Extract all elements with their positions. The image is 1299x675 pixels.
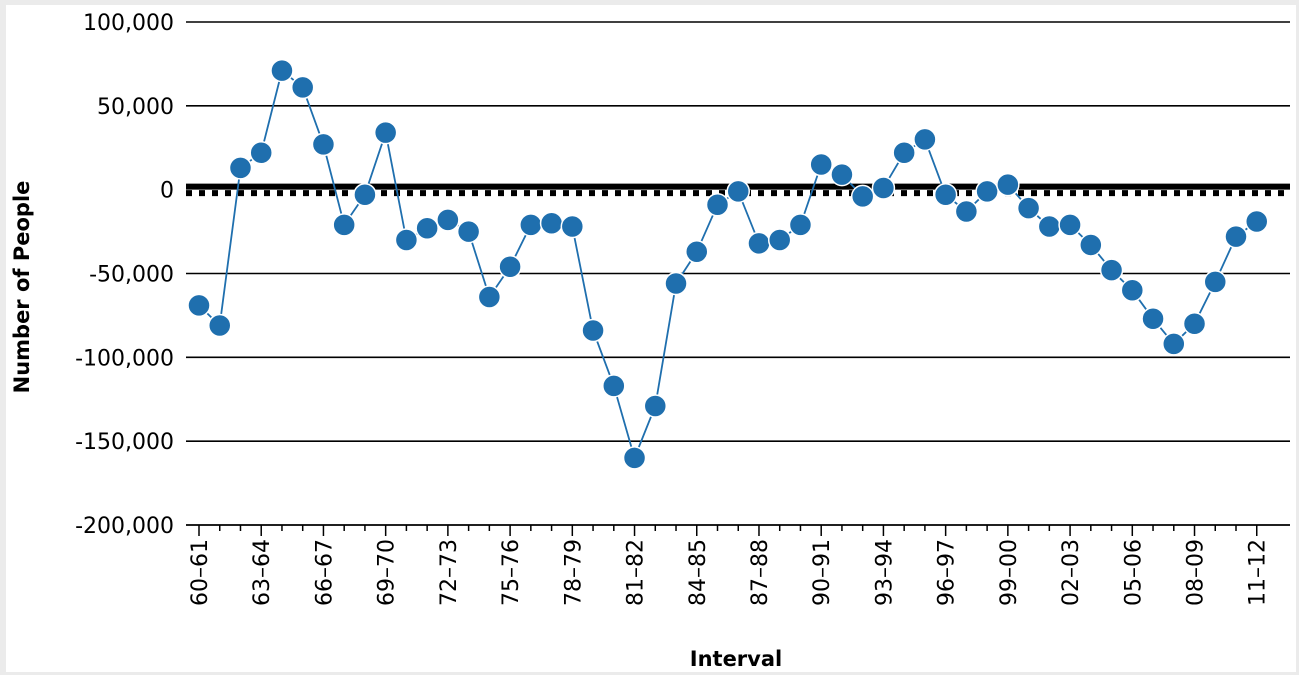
y-tick-label: 50,000 [97,95,174,120]
data-point [747,231,771,256]
data-point [705,193,730,217]
x-tick-label: 63–64 [250,539,275,606]
line-chart: 100,000 50,000 0 -50,000 -100,000 -150,000 -20… [10,11,1290,671]
y-tick-label: 100,000 [83,11,174,36]
data-point [560,214,585,239]
y-axis-ticks: 100,000 50,000 0 -50,000 -100,000 -150,000 -20… [75,11,174,539]
x-tick-label: 81–82 [624,539,649,606]
data-point [975,179,999,204]
data-point [477,285,502,309]
data-point [1162,332,1186,356]
data-point [685,239,709,264]
data-point [1058,213,1082,237]
y-tick-label: -100,000 [75,346,174,371]
data-point [643,394,668,418]
x-axis: 60–61 63–64 66–67 69–70 72–73 75–76 78–79 81–82… [186,524,1290,606]
x-tick-label: 69–70 [375,539,400,606]
data-point [726,179,750,204]
data-point [933,182,958,207]
data-point [767,228,792,252]
chart-container: 100,000 50,000 0 -50,000 -100,000 -150,000 -20… [6,5,1296,672]
data-point [1244,209,1269,234]
x-tick-label: 75–76 [499,539,524,606]
data-point [1037,214,1062,239]
x-tick-label: 05–06 [1121,539,1146,606]
data-point [830,162,854,187]
data-point [311,132,336,157]
data-point [1079,233,1103,257]
data-point [1099,258,1124,282]
data-point [187,293,211,318]
data-point [1182,312,1207,336]
data-point [415,216,439,240]
x-tick-label: 99–00 [997,539,1022,606]
data-point [270,58,294,83]
data-point [664,271,688,296]
data-point [207,313,232,338]
x-tick-label: 78–79 [561,539,586,606]
data-point [996,172,1020,197]
x-axis-title: Interval [690,647,782,671]
x-tick-label: 93–94 [872,539,897,606]
data-point [539,211,564,235]
x-tick-label: 60–61 [188,539,213,606]
data-point [249,141,273,165]
data-point [954,199,979,224]
x-tick-label: 84–85 [686,539,711,606]
data-point [1203,270,1228,294]
y-tick-label: -200,000 [75,514,174,539]
data-point [1120,278,1145,303]
data-point [892,141,916,165]
data-point [809,152,833,177]
data-point [436,208,460,232]
y-tick-label: 0 [160,179,174,204]
data-point [581,318,605,343]
y-tick-label: -150,000 [75,430,174,455]
x-tick-label: 96–97 [935,539,960,606]
x-tick-label: 72–73 [437,539,462,606]
x-tick-label: 02–03 [1059,539,1084,606]
data-point [871,176,896,200]
data-point [1224,224,1248,249]
y-tick-label: -50,000 [89,263,174,288]
series-line [198,69,1258,461]
data-point [602,374,626,398]
x-tick-label: 90–91 [810,539,835,606]
x-tick-label: 87–88 [748,539,773,606]
series [187,58,1269,470]
data-point [1016,196,1041,220]
data-point [913,127,937,152]
data-point [788,213,813,237]
data-point [353,182,377,207]
y-axis-title: Number of People [10,181,34,394]
data-point [622,446,647,470]
gridlines [186,21,1290,526]
data-point [290,75,315,100]
data-point [519,213,543,237]
x-tick-label: 11–12 [1246,539,1271,606]
data-point [228,156,253,180]
data-point [498,255,522,279]
data-point [850,184,875,209]
data-point [394,228,419,252]
data-point [456,219,481,244]
data-point [373,120,398,145]
data-point [1141,307,1165,331]
data-point [332,213,356,237]
x-tick-label: 66–67 [312,539,337,606]
x-tick-label: 08–09 [1184,539,1209,606]
